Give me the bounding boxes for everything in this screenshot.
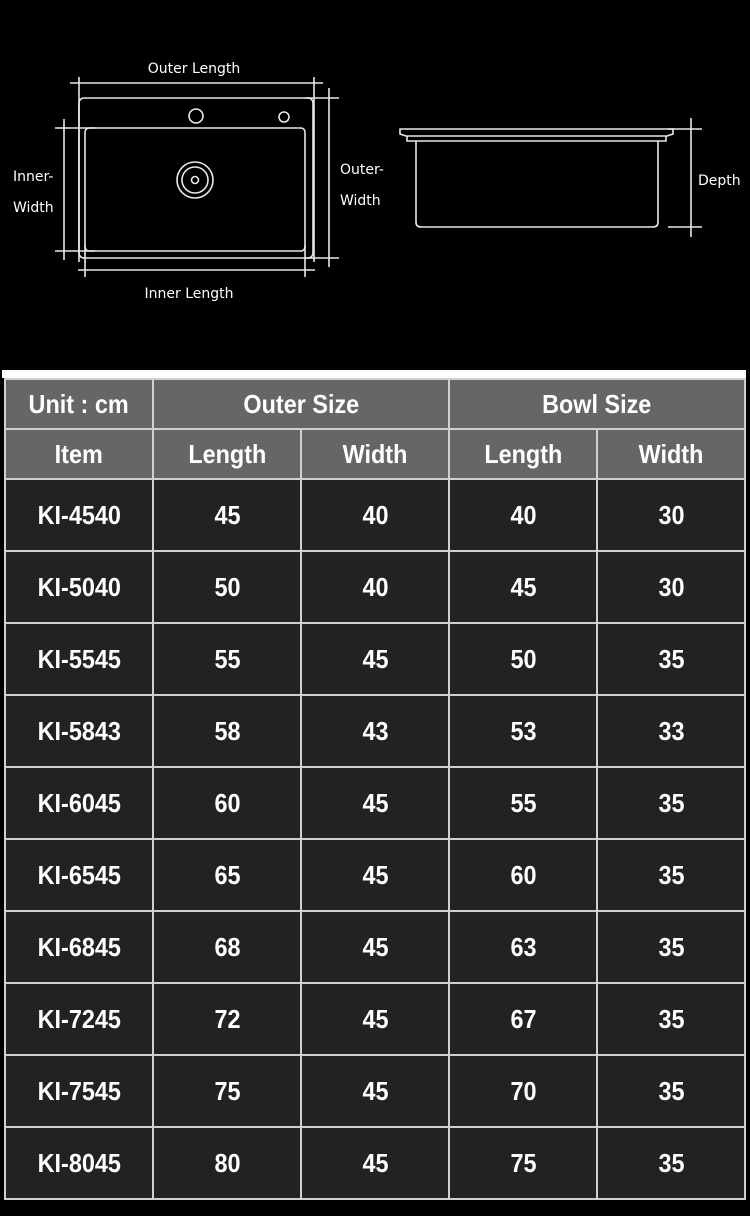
value-cell: 75	[152, 1054, 302, 1128]
table-row: KI-6545 65 45 60 35	[4, 838, 746, 912]
item-cell: KI-8045	[4, 1126, 154, 1200]
column-header: Length	[152, 428, 302, 480]
table-top-frame	[2, 370, 746, 378]
outer-size-header: Outer Size	[152, 378, 450, 430]
column-header: Width	[300, 428, 450, 480]
item-cell: KI-7245	[4, 982, 154, 1056]
item-cell: KI-7545	[4, 1054, 154, 1128]
column-header: Width	[596, 428, 746, 480]
value-cell: 53	[448, 694, 598, 768]
value-cell: 45	[300, 910, 450, 984]
top-view: Outer Length Inner Length Inner- Width O…	[13, 61, 384, 302]
value-cell: 60	[448, 838, 598, 912]
value-cell: 65	[152, 838, 302, 912]
value-cell: 33	[596, 694, 746, 768]
column-header: Item	[4, 428, 154, 480]
inner-width-label-line1: Inner-	[13, 169, 53, 185]
item-cell: KI-6845	[4, 910, 154, 984]
value-cell: 45	[300, 1126, 450, 1200]
depth-label: Depth	[698, 173, 741, 189]
value-cell: 45	[300, 982, 450, 1056]
value-cell: 43	[300, 694, 450, 768]
value-cell: 50	[448, 622, 598, 696]
value-cell: 45	[300, 1054, 450, 1128]
inner-length-label: Inner Length	[145, 286, 234, 302]
item-cell: KI-5040	[4, 550, 154, 624]
value-cell: 35	[596, 1054, 746, 1128]
column-header-row: Item Length Width Length Width	[4, 428, 746, 480]
item-cell: KI-6545	[4, 838, 154, 912]
value-cell: 50	[152, 550, 302, 624]
group-header-row: Unit : cm Outer Size Bowl Size	[4, 378, 746, 430]
value-cell: 67	[448, 982, 598, 1056]
outer-length-label: Outer Length	[148, 61, 241, 77]
sink-dimension-diagram: Outer Length Inner Length Inner- Width O…	[13, 61, 741, 302]
value-cell: 55	[448, 766, 598, 840]
value-cell: 35	[596, 910, 746, 984]
value-cell: 45	[448, 550, 598, 624]
value-cell: 45	[300, 766, 450, 840]
table-row: KI-5843 58 43 53 33	[4, 694, 746, 768]
value-cell: 40	[300, 550, 450, 624]
outer-width-label-line1: Outer-	[340, 162, 384, 178]
table-row: KI-6045 60 45 55 35	[4, 766, 746, 840]
value-cell: 55	[152, 622, 302, 696]
size-table-container: Unit : cm Outer Size Bowl Size Item Leng…	[2, 370, 750, 1216]
bowl-size-header: Bowl Size	[448, 378, 746, 430]
value-cell: 58	[152, 694, 302, 768]
table-row: KI-5040 50 40 45 30	[4, 550, 746, 624]
value-cell: 30	[596, 550, 746, 624]
table-row: KI-7545 75 45 70 35	[4, 1054, 746, 1128]
value-cell: 45	[300, 838, 450, 912]
value-cell: 80	[152, 1126, 302, 1200]
table-row: KI-5545 55 45 50 35	[4, 622, 746, 696]
value-cell: 30	[596, 478, 746, 552]
column-header: Length	[448, 428, 598, 480]
value-cell: 35	[596, 622, 746, 696]
value-cell: 68	[152, 910, 302, 984]
item-cell: KI-6045	[4, 766, 154, 840]
item-cell: KI-5843	[4, 694, 154, 768]
inner-width-label-line2: Width	[13, 200, 54, 216]
value-cell: 35	[596, 766, 746, 840]
value-cell: 40	[448, 478, 598, 552]
value-cell: 70	[448, 1054, 598, 1128]
value-cell: 60	[152, 766, 302, 840]
table-row: KI-4540 45 40 40 30	[4, 478, 746, 552]
value-cell: 35	[596, 838, 746, 912]
unit-header: Unit : cm	[4, 378, 154, 430]
table-row: KI-7245 72 45 67 35	[4, 982, 746, 1056]
size-table: Unit : cm Outer Size Bowl Size Item Leng…	[4, 378, 746, 1200]
value-cell: 63	[448, 910, 598, 984]
value-cell: 45	[152, 478, 302, 552]
outer-width-label-line2: Width	[340, 193, 381, 209]
item-cell: KI-5545	[4, 622, 154, 696]
table-row: KI-6845 68 45 63 35	[4, 910, 746, 984]
side-view: Depth	[399, 118, 741, 237]
item-cell: KI-4540	[4, 478, 154, 552]
table-row: KI-8045 80 45 75 35	[4, 1126, 746, 1200]
value-cell: 75	[448, 1126, 598, 1200]
value-cell: 45	[300, 622, 450, 696]
value-cell: 40	[300, 478, 450, 552]
value-cell: 35	[596, 1126, 746, 1200]
value-cell: 35	[596, 982, 746, 1056]
value-cell: 72	[152, 982, 302, 1056]
